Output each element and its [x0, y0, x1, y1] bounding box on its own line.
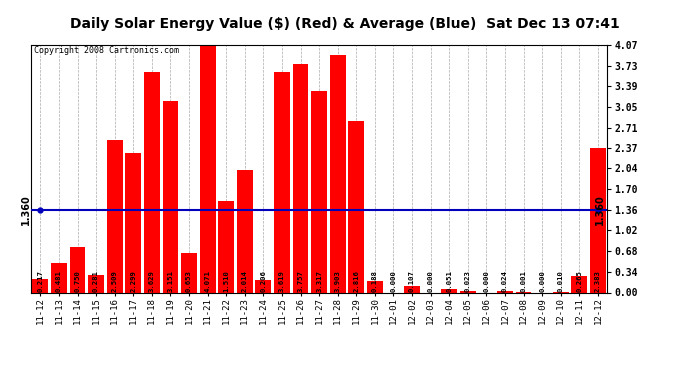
Text: 2.509: 2.509 — [112, 270, 118, 292]
Text: 1.510: 1.510 — [223, 270, 229, 292]
Text: 0.481: 0.481 — [56, 270, 62, 292]
Text: 3.757: 3.757 — [297, 270, 304, 292]
Text: 3.619: 3.619 — [279, 270, 285, 292]
Text: 2.816: 2.816 — [353, 270, 359, 292]
Text: 0.010: 0.010 — [558, 270, 564, 292]
Text: 0.023: 0.023 — [465, 270, 471, 292]
Text: Daily Solar Energy Value ($) (Red) & Average (Blue)  Sat Dec 13 07:41: Daily Solar Energy Value ($) (Red) & Ave… — [70, 17, 620, 31]
Bar — [274, 72, 290, 292]
Text: 2.014: 2.014 — [241, 270, 248, 292]
Bar — [181, 253, 197, 292]
Bar — [497, 291, 513, 292]
Text: 0.000: 0.000 — [428, 270, 433, 292]
Text: 1.360: 1.360 — [595, 194, 605, 225]
Text: 0.750: 0.750 — [75, 270, 81, 292]
Bar — [51, 263, 67, 292]
Bar — [590, 148, 606, 292]
Bar — [218, 201, 234, 292]
Bar — [237, 170, 253, 292]
Text: 1.360: 1.360 — [21, 194, 31, 225]
Text: 2.299: 2.299 — [130, 270, 136, 292]
Bar — [330, 55, 346, 292]
Text: 0.024: 0.024 — [502, 270, 508, 292]
Bar — [571, 276, 587, 292]
Text: 0.217: 0.217 — [37, 270, 43, 292]
Text: 3.317: 3.317 — [316, 270, 322, 292]
Bar — [460, 291, 475, 292]
Bar — [348, 121, 364, 292]
Bar — [144, 72, 160, 292]
Text: 4.071: 4.071 — [205, 270, 210, 292]
Bar — [442, 290, 457, 292]
Text: 3.903: 3.903 — [335, 270, 341, 292]
Text: 3.151: 3.151 — [168, 270, 173, 292]
Bar — [311, 91, 327, 292]
Text: 0.001: 0.001 — [520, 270, 526, 292]
Bar — [70, 247, 86, 292]
Bar — [163, 101, 178, 292]
Bar — [293, 64, 308, 292]
Text: 0.265: 0.265 — [576, 270, 582, 292]
Bar — [107, 140, 123, 292]
Text: 0.000: 0.000 — [484, 270, 489, 292]
Bar — [88, 275, 104, 292]
Bar — [126, 153, 141, 292]
Bar — [255, 280, 271, 292]
Bar — [404, 286, 420, 292]
Bar — [32, 279, 48, 292]
Bar — [199, 45, 215, 292]
Text: 0.107: 0.107 — [409, 270, 415, 292]
Text: 0.653: 0.653 — [186, 270, 192, 292]
Text: 0.281: 0.281 — [93, 270, 99, 292]
Bar — [367, 281, 383, 292]
Text: 2.383: 2.383 — [595, 270, 601, 292]
Text: 3.629: 3.629 — [149, 270, 155, 292]
Text: 0.188: 0.188 — [372, 270, 378, 292]
Text: 0.206: 0.206 — [260, 270, 266, 292]
Text: Copyright 2008 Cartronics.com: Copyright 2008 Cartronics.com — [34, 46, 179, 55]
Text: 0.051: 0.051 — [446, 270, 452, 292]
Text: 0.000: 0.000 — [391, 270, 397, 292]
Text: 0.000: 0.000 — [539, 270, 545, 292]
